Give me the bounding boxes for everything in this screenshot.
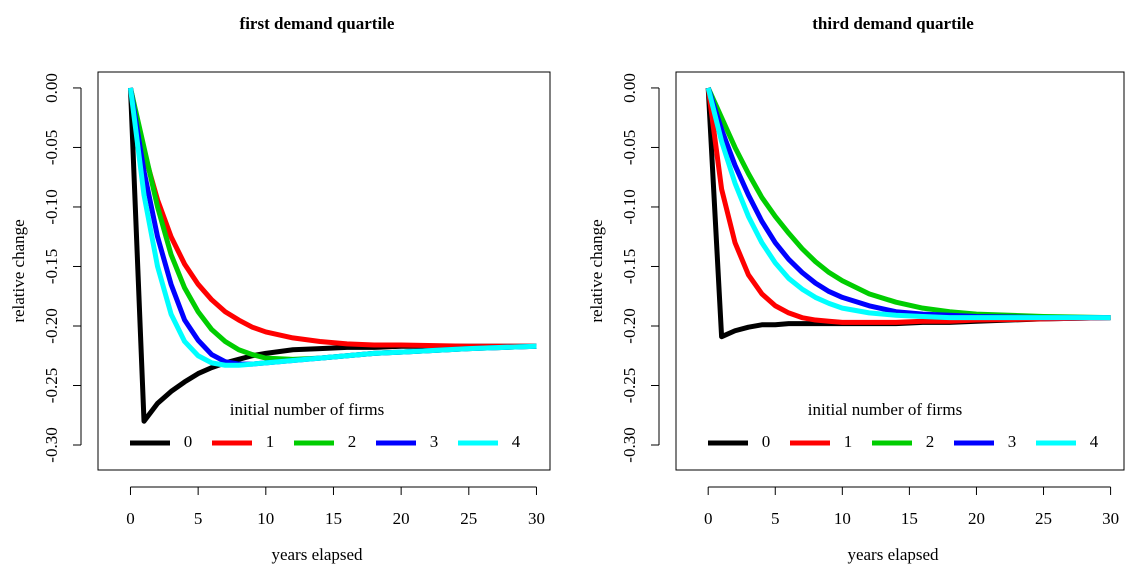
x-tick-label: 20 (968, 509, 985, 528)
y-tick-label: -0.25 (42, 368, 61, 403)
line-series (705, 86, 1111, 321)
y-tick-label: -0.10 (620, 189, 639, 224)
x-tick-label: 30 (1102, 509, 1119, 528)
chart-title: first demand quartile (240, 14, 395, 33)
x-tick-label: 25 (460, 509, 477, 528)
legend-title: initial number of firms (808, 400, 962, 419)
y-tick-label: -0.30 (42, 427, 61, 462)
y-tick-label: -0.05 (42, 130, 61, 165)
x-tick-label: 0 (126, 509, 135, 528)
chart-title: third demand quartile (812, 14, 974, 33)
line-series (127, 87, 537, 368)
line-series (128, 87, 537, 349)
legend-label: 0 (762, 432, 771, 451)
legend-label: 4 (512, 432, 521, 451)
x-tick-label: 15 (901, 509, 918, 528)
y-tick-label: -0.05 (620, 130, 639, 165)
y-tick-label: 0.00 (42, 73, 61, 103)
x-tick-label: 15 (325, 509, 342, 528)
y-tick-label: -0.20 (620, 308, 639, 343)
line-series (128, 87, 537, 367)
legend-label: 2 (926, 432, 935, 451)
x-tick-label: 5 (194, 509, 203, 528)
x-axis-label: years elapsed (847, 545, 939, 564)
legend-label: 3 (1008, 432, 1017, 451)
x-tick-label: 25 (1035, 509, 1052, 528)
legend-label: 2 (348, 432, 357, 451)
y-tick-label: -0.10 (42, 189, 61, 224)
line-series (705, 87, 1111, 321)
legend-label: 3 (430, 432, 439, 451)
line-series (127, 87, 537, 424)
x-tick-label: 20 (393, 509, 410, 528)
plot-box (675, 71, 1125, 471)
y-axis-label: relative change (9, 219, 28, 322)
x-axis-label: years elapsed (271, 545, 363, 564)
y-tick-label: -0.25 (620, 368, 639, 403)
x-tick-label: 5 (771, 509, 780, 528)
legend-label: 1 (266, 432, 275, 451)
y-tick-label: 0.00 (620, 73, 639, 103)
y-tick-label: -0.20 (42, 308, 61, 343)
y-axis-label: relative change (587, 219, 606, 322)
x-tick-label: 10 (834, 509, 851, 528)
legend-label: 4 (1090, 432, 1099, 451)
line-series (705, 87, 1111, 325)
line-series (128, 87, 537, 362)
legend-label: 0 (184, 432, 193, 451)
y-tick-label: -0.30 (620, 427, 639, 462)
legend-label: 1 (844, 432, 853, 451)
y-tick-label: -0.15 (42, 249, 61, 284)
x-tick-label: 10 (257, 509, 274, 528)
y-tick-label: -0.15 (620, 249, 639, 284)
x-tick-label: 30 (528, 509, 545, 528)
x-tick-label: 0 (704, 509, 713, 528)
plot-box (97, 71, 551, 471)
legend-title: initial number of firms (230, 400, 384, 419)
